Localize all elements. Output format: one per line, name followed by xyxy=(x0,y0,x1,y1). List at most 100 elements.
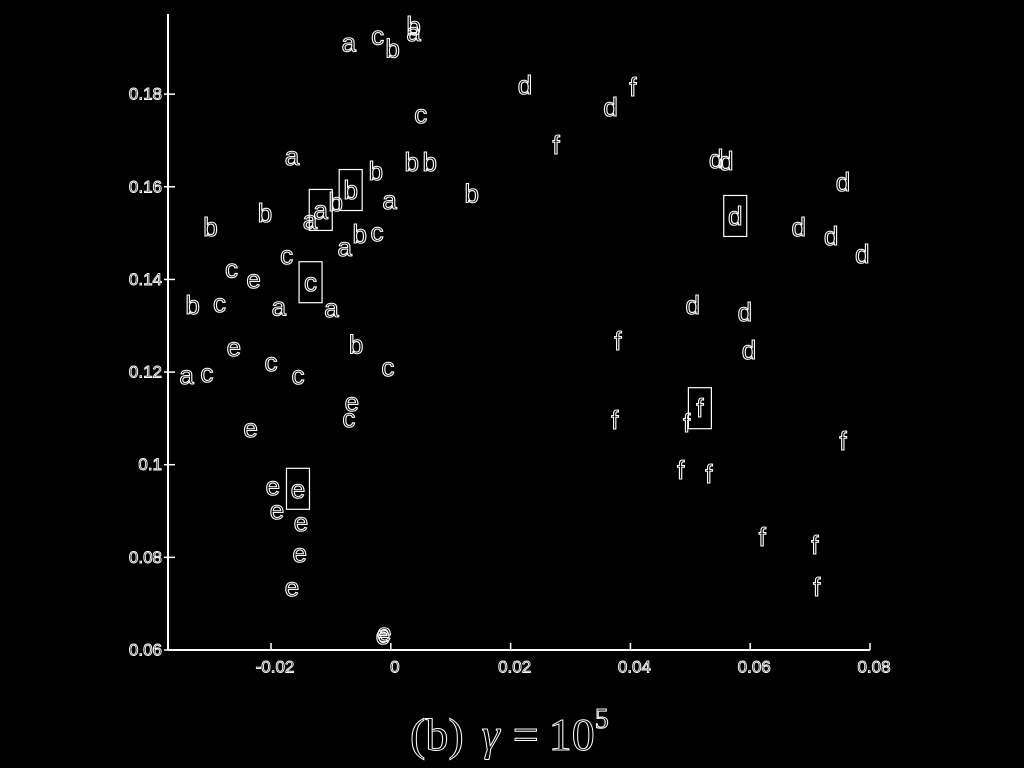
point-marker-b: b xyxy=(406,11,420,41)
point-marker-a: a xyxy=(406,17,421,47)
point-marker-b: b xyxy=(369,156,383,186)
point-marker-c: c xyxy=(371,20,384,50)
point-marker-c: c xyxy=(280,240,293,270)
point-marker-c: c xyxy=(371,217,384,247)
point-marker-b: b xyxy=(185,290,199,320)
point-marker-c: c xyxy=(414,99,427,129)
point-marker-e: e xyxy=(270,495,284,525)
point-marker-e: e xyxy=(266,471,280,501)
point-marker-d: d xyxy=(719,146,733,176)
point-marker-e: e xyxy=(377,617,391,647)
point-marker-c: c xyxy=(304,267,317,297)
point-marker-f: f xyxy=(696,393,704,423)
point-marker-c: c xyxy=(200,358,213,388)
caption-relation: = xyxy=(513,709,539,760)
point-marker-b: b xyxy=(343,175,357,205)
highlight-box-a xyxy=(308,188,333,232)
point-marker-f: f xyxy=(813,572,821,602)
point-marker-e: e xyxy=(246,264,260,294)
point-marker-d: d xyxy=(836,167,850,197)
point-marker-e: e xyxy=(285,572,299,602)
point-marker-e: e xyxy=(345,387,359,417)
point-marker-c: c xyxy=(291,360,304,390)
x-axis-ticks: -0.02 0 0.02 0.04 0.06 0.08 xyxy=(255,643,891,677)
point-marker-f: f xyxy=(811,530,819,560)
highlight-box-b xyxy=(338,168,363,212)
figure-caption: (b) γ = 105 xyxy=(410,704,609,760)
point-marker-a: a xyxy=(382,185,397,215)
point-marker-e: e xyxy=(293,538,307,568)
highlight-box-f xyxy=(687,387,712,430)
point-marker-f: f xyxy=(611,405,619,435)
point-marker-f: f xyxy=(705,459,713,489)
caption-base: 10 xyxy=(549,709,595,760)
point-marker-a: a xyxy=(285,141,300,171)
point-marker-a: a xyxy=(303,205,318,235)
point-marker-a: a xyxy=(342,27,357,57)
y-tick-label: 0.12 xyxy=(129,363,162,382)
point-marker-f: f xyxy=(759,522,767,552)
point-marker-a: a xyxy=(314,195,329,225)
point-marker-d: d xyxy=(728,201,742,231)
point-marker-d: d xyxy=(742,335,756,365)
point-marker-e: e xyxy=(294,507,308,537)
point-marker-f: f xyxy=(614,326,622,356)
point-marker-e: e xyxy=(243,413,257,443)
point-marker-e: e xyxy=(376,620,390,650)
point-marker-d: d xyxy=(791,212,805,242)
point-marker-e: e xyxy=(291,474,305,504)
point-marker-f: f xyxy=(629,72,637,102)
x-tick-label: 0.06 xyxy=(738,658,771,677)
point-marker-c: c xyxy=(265,347,278,377)
point-marker-f: f xyxy=(553,130,561,160)
x-tick-label: 0 xyxy=(390,658,399,677)
caption-exponent: 5 xyxy=(595,704,609,735)
caption-label: (b) xyxy=(410,709,464,760)
y-tick-label: 0.14 xyxy=(129,270,162,289)
point-marker-f: f xyxy=(683,408,691,438)
point-marker-c: c xyxy=(213,288,226,318)
point-marker-b: b xyxy=(352,219,366,249)
point-marker-b: b xyxy=(328,187,342,217)
point-marker-d: d xyxy=(738,297,752,327)
point-marker-a: a xyxy=(179,360,194,390)
y-tick-label: 0.08 xyxy=(129,548,162,567)
point-marker-f: f xyxy=(677,455,685,485)
point-marker-d: d xyxy=(855,239,869,269)
y-axis-ticks: 0.06 0.08 0.1 0.12 0.14 0.16 0.18 xyxy=(128,84,175,660)
point-marker-d: d xyxy=(824,221,838,251)
x-tick-label: 0.02 xyxy=(498,658,531,677)
point-marker-d: d xyxy=(709,144,723,174)
y-tick-label: 0.06 xyxy=(129,641,162,660)
point-marker-b: b xyxy=(385,33,399,63)
point-marker-b: b xyxy=(423,147,437,177)
point-marker-a: a xyxy=(272,291,287,321)
point-marker-c: c xyxy=(381,352,394,382)
x-tick-label: 0.04 xyxy=(618,658,651,677)
point-marker-d: d xyxy=(518,70,532,100)
point-marker-b: b xyxy=(464,178,478,208)
y-tick-label: 0.1 xyxy=(138,455,162,474)
point-marker-b: b xyxy=(405,147,419,177)
point-marker-c: c xyxy=(342,403,355,433)
highlight-box-d xyxy=(723,194,748,238)
point-marker-b: b xyxy=(203,212,217,242)
point-marker-d: d xyxy=(603,92,617,122)
x-tick-label: -0.02 xyxy=(256,658,295,677)
point-marker-b: b xyxy=(258,198,272,228)
point-marker-a: a xyxy=(324,293,339,323)
y-tick-label: 0.16 xyxy=(129,177,162,196)
point-marker-c: c xyxy=(225,253,238,283)
point-marker-a: a xyxy=(337,232,352,262)
y-tick-label: 0.18 xyxy=(129,85,162,104)
caption-variable: γ xyxy=(482,709,502,760)
point-marker-b: b xyxy=(349,329,363,359)
highlight-box-e xyxy=(285,467,311,510)
point-marker-f: f xyxy=(839,426,847,456)
point-marker-d: d xyxy=(685,290,699,320)
point-marker-e: e xyxy=(227,332,241,362)
highlight-box-c xyxy=(298,261,323,304)
x-tick-label: 0.08 xyxy=(857,658,890,677)
